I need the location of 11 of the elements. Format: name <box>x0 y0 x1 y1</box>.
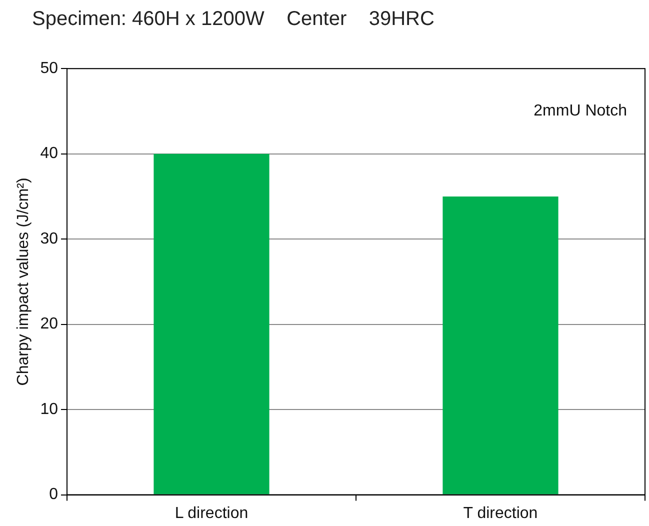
y-tick-label: 10 <box>40 400 58 418</box>
annotation: 2mmU Notch <box>534 102 627 120</box>
y-tick-label: 40 <box>40 145 58 162</box>
y-tick-label: 30 <box>40 230 58 248</box>
y-tick-label: 0 <box>49 486 58 504</box>
y-tick-label: 20 <box>40 316 58 333</box>
chart-title: Specimen: 460H x 1200W Center 39HRC <box>32 8 434 31</box>
x-tick-label: T direction <box>463 504 538 522</box>
y-axis-title: Charpy impact values (J/cm²) <box>15 178 32 386</box>
y-tick-label: 50 <box>40 60 58 78</box>
x-tick-label: L direction <box>174 504 248 522</box>
